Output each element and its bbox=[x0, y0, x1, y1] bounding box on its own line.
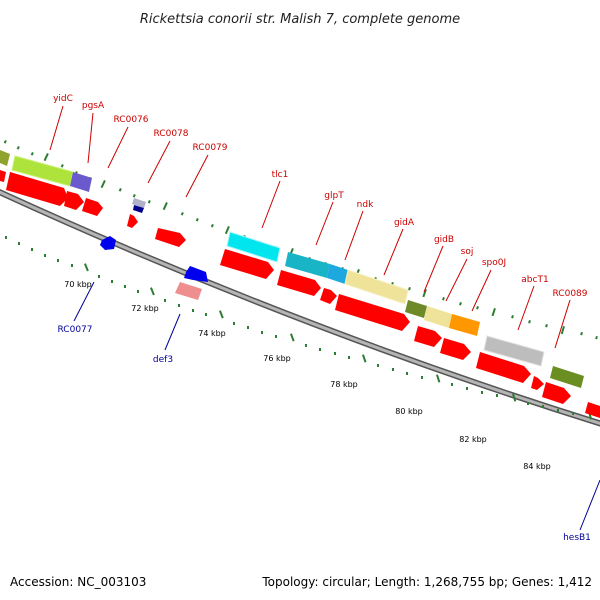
gene-label-yidC[interactable]: yidC bbox=[53, 94, 73, 104]
gene-label-pgsA[interactable]: pgsA bbox=[82, 101, 105, 111]
genome-summary: Topology: circular; Length: 1,268,755 bp… bbox=[261, 575, 592, 589]
gene-arrow bbox=[0, 170, 6, 182]
gene-box bbox=[483, 335, 545, 367]
gene-box bbox=[424, 306, 452, 328]
gene-box bbox=[226, 231, 281, 263]
label-leaders-reverse bbox=[73, 281, 600, 531]
reverse-genes bbox=[100, 236, 208, 300]
gene-arrow bbox=[531, 376, 544, 390]
gene-arrow bbox=[220, 249, 274, 279]
gene-arrow bbox=[155, 228, 186, 247]
kbp-label: 84 kbp bbox=[523, 462, 551, 471]
gene-label-ndk[interactable]: ndk bbox=[357, 200, 374, 210]
forward-genes bbox=[0, 170, 600, 418]
gene-arrow bbox=[277, 270, 321, 296]
gene-label-spo0j[interactable]: spo0J bbox=[482, 258, 506, 268]
accession-text: Accession: NC_003103 bbox=[10, 575, 146, 589]
gene-arrow bbox=[585, 402, 600, 418]
gene-label-rc0089[interactable]: RC0089 bbox=[553, 289, 588, 299]
gene-box bbox=[550, 366, 584, 388]
gene-label-rc0076[interactable]: RC0076 bbox=[114, 115, 149, 125]
map-title: Rickettsia conorii str. Malish 7, comple… bbox=[140, 12, 460, 27]
inner-ticks bbox=[5, 236, 593, 420]
kbp-label: 74 kbp bbox=[198, 329, 226, 338]
genome-backbone bbox=[0, 188, 600, 427]
genome-backbone-highlight bbox=[0, 190, 600, 426]
gene-box bbox=[70, 172, 92, 192]
kbp-label: 82 kbp bbox=[459, 435, 487, 444]
gene-arrow bbox=[335, 294, 410, 331]
kbp-label: 80 kbp bbox=[395, 407, 423, 416]
gene-label-rc0077[interactable]: RC0077 bbox=[58, 325, 93, 335]
gene-box bbox=[175, 282, 202, 300]
kbp-labels: 70 kbp 72 kbp 74 kbp 76 kbp 78 kbp 80 kb… bbox=[64, 280, 551, 471]
kbp-label: 76 kbp bbox=[263, 354, 291, 363]
gene-box bbox=[132, 198, 146, 208]
gene-label-glpt[interactable]: glpT bbox=[324, 191, 344, 201]
gene-labels-reverse: RC0077 def3 hesB1 bbox=[58, 325, 591, 543]
gene-label-def3[interactable]: def3 bbox=[153, 355, 173, 365]
gene-box bbox=[285, 252, 330, 278]
gene-label-abct1[interactable]: abcT1 bbox=[521, 275, 548, 285]
gene-box bbox=[449, 314, 480, 336]
gene-box bbox=[133, 205, 144, 213]
label-leaders bbox=[49, 105, 571, 349]
gene-labels-forward: yidC pgsA RC0076 RC0078 RC0079 tlc1 glpT… bbox=[53, 94, 588, 299]
kbp-label: 70 kbp bbox=[64, 280, 92, 289]
gene-arrow bbox=[6, 172, 68, 206]
gene-arrow bbox=[127, 214, 138, 228]
outer-ticks bbox=[3, 140, 598, 340]
kbp-label: 78 kbp bbox=[330, 380, 358, 389]
gene-box bbox=[344, 269, 409, 305]
gene-box bbox=[405, 300, 427, 318]
gene-box bbox=[327, 264, 348, 284]
gene-arrow bbox=[414, 326, 442, 347]
gene-arrow bbox=[542, 382, 571, 404]
gene-label-rc0079[interactable]: RC0079 bbox=[193, 143, 228, 153]
gene-arrow bbox=[476, 352, 531, 383]
gene-arrow bbox=[64, 191, 84, 210]
gene-arrow bbox=[184, 266, 208, 282]
kbp-label: 72 kbp bbox=[131, 304, 159, 313]
gene-box bbox=[0, 150, 10, 166]
gene-arrow bbox=[100, 236, 116, 250]
cog-track bbox=[0, 150, 584, 388]
gene-label-gidb[interactable]: gidB bbox=[434, 235, 454, 245]
gene-arrow bbox=[440, 338, 471, 360]
gene-label-tlc1[interactable]: tlc1 bbox=[272, 170, 289, 180]
gene-arrow bbox=[82, 198, 103, 216]
gene-label-hesb1[interactable]: hesB1 bbox=[563, 533, 591, 543]
gene-arrow bbox=[320, 288, 337, 304]
gene-label-soj[interactable]: soj bbox=[461, 247, 474, 257]
gene-label-rc0078[interactable]: RC0078 bbox=[154, 129, 189, 139]
gene-label-gida[interactable]: gidA bbox=[394, 218, 415, 228]
